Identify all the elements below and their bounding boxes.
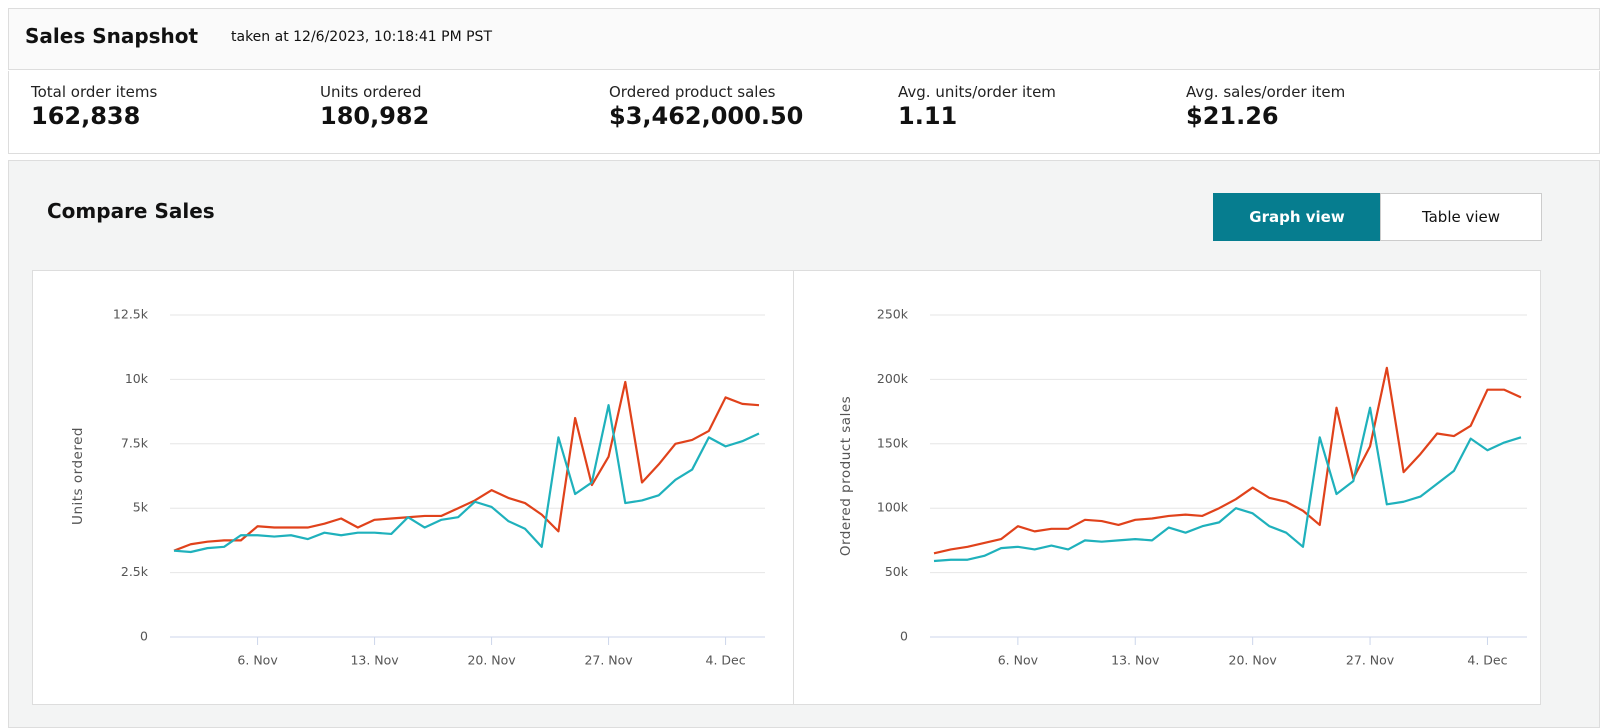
divider: [793, 271, 794, 704]
y-tick-label: 50k: [885, 564, 909, 579]
subtitle: taken at 12/6/2023, 10:18:41 PM PST: [231, 29, 492, 45]
metric-value: 162,838: [31, 102, 141, 130]
metric: Avg. sales/order item $21.26: [1186, 83, 1345, 130]
y-tick-label: 7.5k: [121, 435, 149, 450]
metric-value: $3,462,000.50: [609, 102, 804, 130]
series-line: [933, 366, 1522, 555]
charts-box: [32, 270, 1541, 705]
series-line: [173, 404, 760, 554]
y-tick-label: 2.5k: [121, 564, 149, 579]
x-tick-label: 27. Nov: [1346, 653, 1395, 668]
table-view-button[interactable]: Table view: [1380, 193, 1542, 241]
x-tick-label: 6. Nov: [237, 653, 278, 668]
metric-value: 1.11: [898, 102, 958, 130]
x-tick-label: 20. Nov: [1229, 653, 1278, 668]
y-tick-label: 150k: [877, 435, 909, 450]
y-tick-label: 250k: [877, 307, 909, 322]
metric: Total order items 162,838: [31, 83, 157, 130]
x-tick-label: 13. Nov: [350, 653, 399, 668]
y-tick-label: 5k: [133, 500, 149, 515]
y-axis-title: Ordered product sales: [838, 396, 854, 556]
metric-label: Avg. units/order item: [898, 83, 1056, 101]
compare-title: Compare Sales: [47, 199, 215, 223]
y-tick-label: 100k: [877, 500, 909, 515]
y-tick-label: 10k: [125, 371, 149, 386]
series-line: [933, 406, 1522, 563]
series-line: [173, 380, 760, 552]
y-tick-label: 200k: [877, 371, 909, 386]
x-tick-label: 20. Nov: [467, 653, 516, 668]
x-tick-label: 4. Dec: [1467, 653, 1507, 668]
x-tick-label: 6. Nov: [998, 653, 1039, 668]
metric-value: $21.26: [1186, 102, 1279, 130]
sales-chart: Ordered product sales 0 50k 100k 150k 200k 250…: [838, 307, 1527, 668]
y-tick-label: 12.5k: [113, 307, 149, 322]
metric-label: Ordered product sales: [609, 83, 776, 101]
metric-label: Avg. sales/order item: [1186, 83, 1346, 101]
y-axis-title: Units ordered: [70, 427, 86, 525]
x-tick-label: 13. Nov: [1111, 653, 1160, 668]
units-chart: Units ordered 0 2.5k 5k 7.5k 10k 12.5k 6. Nov 13…: [70, 307, 765, 668]
graph-view-button[interactable]: Graph view: [1213, 193, 1381, 241]
metric: Ordered product sales $3,462,000.50: [609, 83, 803, 130]
metric: Units ordered 180,982: [320, 83, 429, 130]
metric: Avg. units/order item 1.11: [898, 83, 1056, 130]
x-tick-label: 4. Dec: [706, 653, 746, 668]
x-tick-label: 27. Nov: [584, 653, 633, 668]
metric-value: 180,982: [320, 102, 430, 130]
metrics: Total order items 162,838 Units ordered 180…: [8, 71, 1600, 154]
title: Sales Snapshot: [25, 24, 199, 48]
metric-label: Total order items: [31, 83, 158, 101]
metric-label: Units ordered: [320, 83, 422, 101]
snapshot-header: Sales Snapshot taken at 12/6/2023, 10:18…: [8, 8, 1600, 70]
y-tick-label: 0: [900, 629, 908, 644]
y-tick-label: 0: [140, 629, 148, 644]
